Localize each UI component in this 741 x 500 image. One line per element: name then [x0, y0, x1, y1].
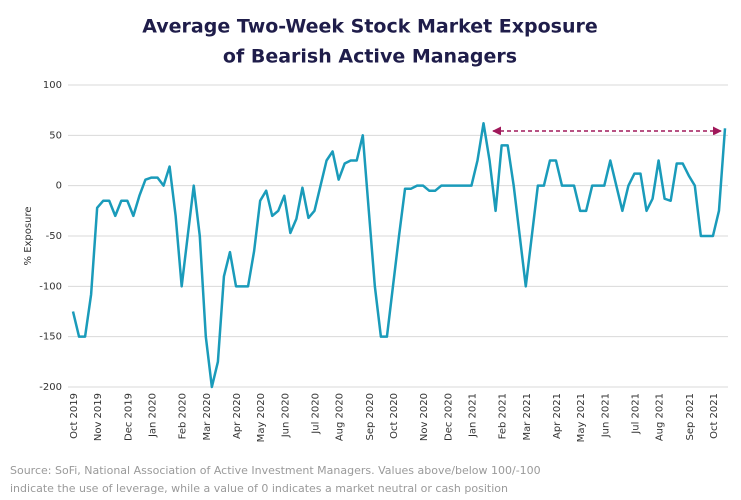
x-tick-label: Sep 2020	[365, 393, 376, 440]
x-tick-label: Feb 2020	[178, 393, 189, 439]
x-tick-label: Aug 2020	[335, 393, 346, 441]
source: indicate the use of leverage, while a va…	[10, 482, 508, 495]
x-tick-label: Jan 2021	[467, 393, 478, 438]
y-tick-label: -100	[39, 281, 62, 292]
x-tick-label: May 2020	[256, 393, 267, 442]
x-tick-label: Mar 2020	[202, 393, 213, 441]
x-tick-label: Nov 2020	[419, 393, 430, 441]
x-tick-label: Mar 2021	[522, 393, 533, 441]
x-tick-label: Jun 2020	[280, 393, 291, 438]
x-tick-label: Jan 2020	[147, 393, 158, 438]
x-tick-label: Jul 2021	[630, 393, 641, 435]
chart-title: Average Two-Week Stock Market Exposure	[142, 16, 598, 38]
y-axis-label: % Exposure	[23, 207, 34, 266]
y-tick-label: 0	[56, 181, 62, 192]
chart-title: of Bearish Active Managers	[223, 46, 517, 68]
x-tick-label: May 2021	[576, 393, 587, 442]
y-tick-label: -150	[39, 332, 62, 343]
x-tick-label: Apr 2021	[552, 393, 563, 439]
y-tick-label: 50	[49, 130, 62, 141]
x-tick-label: Dec 2019	[123, 393, 134, 441]
source: Source: SoFi, National Association of Ac…	[10, 464, 541, 477]
x-tick-label: Jun 2021	[600, 393, 611, 438]
y-tick-label: -50	[46, 231, 62, 242]
x-tick-label: Oct 2019	[69, 393, 80, 439]
x-tick-label: Apr 2020	[232, 393, 243, 439]
x-tick-label: Oct 2020	[389, 393, 400, 439]
x-tick-label: Dec 2020	[443, 393, 454, 441]
x-tick-label: Sep 2021	[685, 393, 696, 440]
y-tick-label: 100	[43, 80, 62, 91]
y-tick-label: -200	[39, 382, 62, 393]
x-tick-label: Feb 2021	[498, 393, 509, 439]
x-tick-label: Oct 2021	[709, 393, 720, 439]
x-tick-label: Aug 2021	[655, 393, 666, 441]
x-tick-label: Jul 2020	[310, 393, 321, 435]
line	[71, 122, 727, 389]
x-tick-label: Nov 2019	[93, 393, 104, 441]
